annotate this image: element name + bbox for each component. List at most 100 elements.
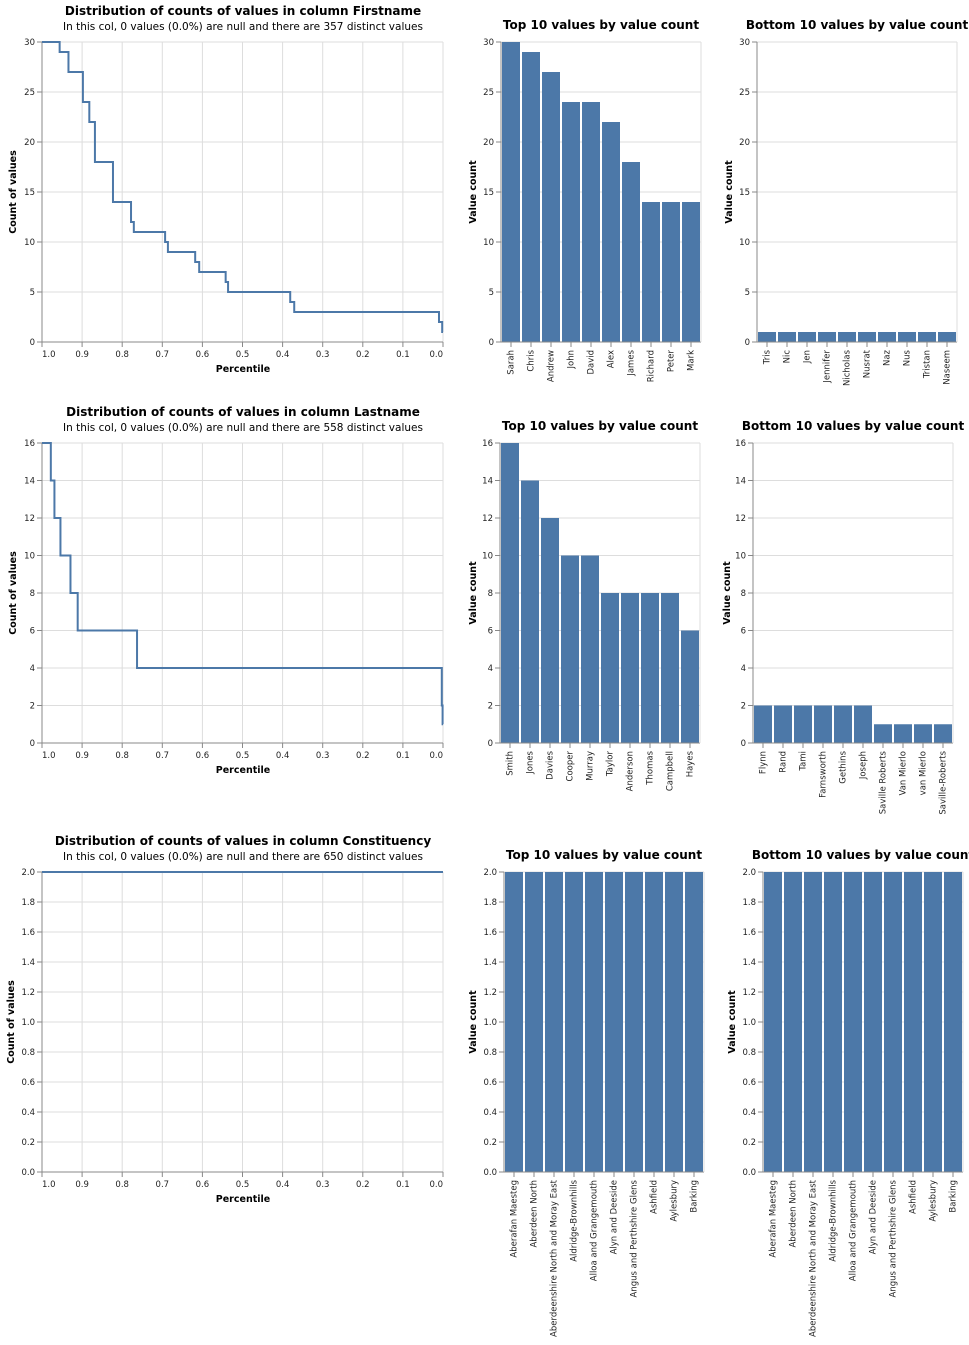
step-chart-3: Distribution of counts of values in colu… bbox=[8, 405, 444, 776]
x-tick-label: Nus bbox=[903, 349, 913, 366]
x-tick-label: 0.0 bbox=[429, 751, 443, 761]
x-tick-label: 0.3 bbox=[316, 751, 330, 761]
x-axis-label: Percentile bbox=[216, 765, 270, 776]
x-tick-label: Van Mierlo bbox=[899, 751, 909, 795]
x-tick-label: Jen bbox=[803, 350, 813, 364]
x-axis-label: Percentile bbox=[216, 364, 270, 375]
bar bbox=[858, 332, 876, 342]
bar bbox=[814, 705, 832, 743]
bar bbox=[794, 705, 812, 743]
x-tick-label: 0.9 bbox=[75, 350, 89, 360]
x-tick-label: Aberdeenshire North and Moray East bbox=[550, 1179, 560, 1337]
x-tick-label: Alyn and Deeside bbox=[869, 1180, 879, 1254]
bar bbox=[601, 593, 619, 743]
y-tick-label: 1.8 bbox=[483, 898, 497, 908]
x-tick-label: Richard bbox=[647, 350, 657, 382]
bar bbox=[542, 72, 560, 342]
bar bbox=[662, 202, 680, 342]
bar bbox=[665, 872, 683, 1172]
y-tick-label: 2 bbox=[741, 702, 746, 712]
x-tick-label: 0.8 bbox=[115, 751, 129, 761]
bar bbox=[545, 872, 563, 1172]
x-tick-label: van Mierlo bbox=[919, 751, 929, 795]
x-tick-label: 0.3 bbox=[316, 1180, 330, 1190]
bar bbox=[521, 480, 539, 743]
x-tick-label: Aylesbury bbox=[929, 1180, 939, 1222]
y-axis-label: Value count bbox=[468, 561, 479, 625]
y-tick-label: 25 bbox=[24, 88, 35, 98]
chart-subtitle: In this col, 0 values (0.0%) are null an… bbox=[63, 21, 423, 33]
y-tick-label: 1.4 bbox=[483, 958, 497, 968]
x-tick-label: Aberdeenshire North and Moray East bbox=[809, 1179, 819, 1337]
y-tick-label: 4 bbox=[488, 664, 493, 674]
bar bbox=[754, 705, 772, 743]
x-tick-label: Tris bbox=[763, 349, 773, 365]
y-tick-label: 0 bbox=[745, 338, 750, 348]
bar bbox=[758, 332, 776, 342]
x-tick-label: 0.5 bbox=[236, 751, 250, 761]
x-tick-label: Farnsworth bbox=[819, 751, 829, 798]
y-tick-label: 1.2 bbox=[483, 988, 497, 998]
y-tick-label: 2 bbox=[30, 702, 35, 712]
x-tick-label: Taylor bbox=[606, 751, 616, 778]
x-tick-label: Tristan bbox=[923, 350, 933, 379]
chart-title: Top 10 values by value count bbox=[503, 18, 699, 32]
step-line bbox=[42, 442, 444, 726]
x-tick-label: 0.6 bbox=[196, 751, 210, 761]
y-tick-label: 14 bbox=[24, 477, 35, 487]
x-tick-label: Gethins bbox=[839, 750, 849, 783]
bar bbox=[685, 872, 703, 1172]
chart-subtitle: In this col, 0 values (0.0%) are null an… bbox=[63, 422, 423, 434]
bar bbox=[878, 332, 896, 342]
y-tick-label: 5 bbox=[489, 288, 494, 298]
y-axis-label: Value count bbox=[724, 160, 735, 224]
bar-chart-4: Top 10 values by value count 0 2 4 6 8 10 12 14 1… bbox=[468, 419, 701, 791]
y-axis-label: Value count bbox=[722, 561, 733, 625]
y-tick-label: 15 bbox=[739, 188, 750, 198]
x-tick-label: 0.6 bbox=[196, 1180, 210, 1190]
bar bbox=[864, 872, 882, 1172]
bar-chart-1: Top 10 values by value count 0 5 10 15 20 25 30… bbox=[468, 18, 702, 382]
bar bbox=[914, 724, 932, 743]
bar-chart-7: Top 10 values by value count 0.0 0.2 0.4 0.6… bbox=[468, 848, 705, 1337]
y-tick-label: 14 bbox=[482, 477, 493, 487]
y-tick-label: 1.0 bbox=[742, 1018, 756, 1028]
y-tick-label: 1.0 bbox=[21, 1018, 35, 1028]
y-tick-label: 20 bbox=[24, 138, 35, 148]
x-tick-label: Rand bbox=[779, 751, 789, 773]
x-tick-label: Thomas bbox=[646, 750, 656, 785]
bar bbox=[605, 872, 623, 1172]
bar bbox=[774, 705, 792, 743]
bar bbox=[818, 332, 836, 342]
chart-title: Bottom 10 values by value count bbox=[746, 18, 969, 32]
x-tick-label: Jones bbox=[526, 750, 536, 774]
x-tick-label: 0.2 bbox=[356, 751, 370, 761]
x-tick-label: Alloa and Grangemouth bbox=[849, 1180, 859, 1281]
x-tick-label: 0.8 bbox=[115, 350, 129, 360]
x-tick-label: 0.4 bbox=[276, 350, 290, 360]
y-tick-label: 0.2 bbox=[742, 1138, 756, 1148]
y-tick-label: 0.6 bbox=[483, 1078, 497, 1088]
step-chart-0: Distribution of counts of values in colu… bbox=[8, 4, 444, 375]
bar bbox=[834, 705, 852, 743]
bar-chart-5: Bottom 10 values by value count 0 2 4 6 8 10 12… bbox=[722, 419, 964, 815]
x-tick-label: 1.0 bbox=[42, 350, 56, 360]
y-tick-label: 20 bbox=[483, 138, 494, 148]
y-tick-label: 2.0 bbox=[742, 868, 756, 878]
bar bbox=[502, 42, 520, 342]
x-tick-label: 0.2 bbox=[356, 350, 370, 360]
bar bbox=[582, 102, 600, 342]
bar bbox=[562, 102, 580, 342]
y-tick-label: 10 bbox=[24, 552, 35, 562]
bar bbox=[924, 872, 942, 1172]
x-tick-label: Ashfield bbox=[650, 1180, 660, 1214]
bar bbox=[565, 872, 583, 1172]
bar-chart-8: Bottom 10 values by value count 0.0 0.2 0.4… bbox=[727, 848, 969, 1337]
x-tick-label: James bbox=[627, 349, 637, 376]
x-tick-label: 1.0 bbox=[42, 1180, 56, 1190]
y-tick-label: 15 bbox=[24, 188, 35, 198]
bar bbox=[501, 443, 519, 743]
bar-chart-2: Bottom 10 values by value count 0 5 10 15 20 2… bbox=[724, 18, 968, 386]
y-tick-label: 25 bbox=[739, 88, 750, 98]
x-tick-label: Aylesbury bbox=[670, 1180, 680, 1222]
